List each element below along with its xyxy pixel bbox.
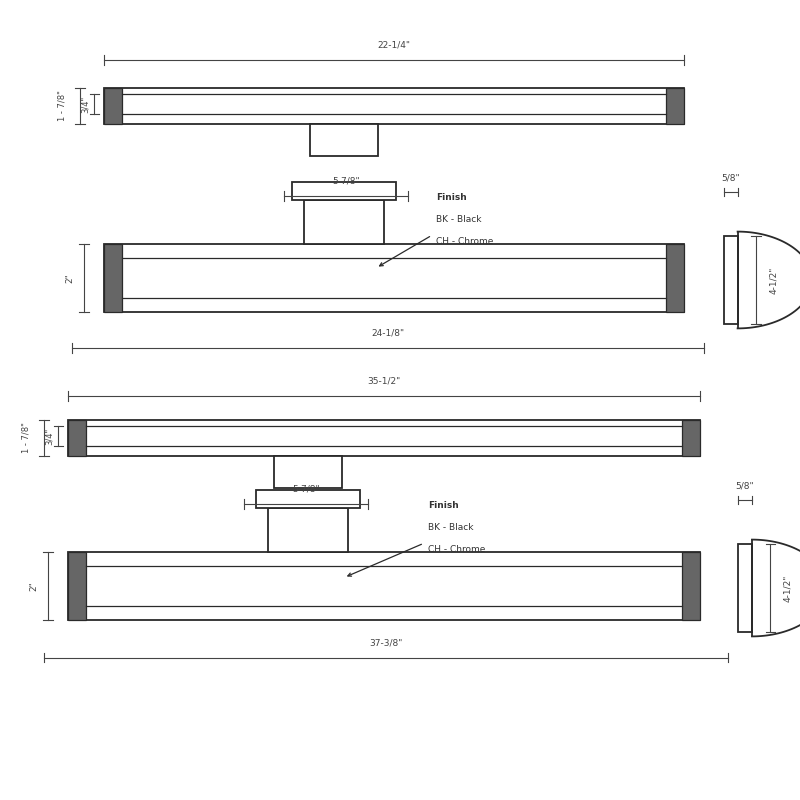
Text: 5/8": 5/8" xyxy=(722,174,740,182)
Bar xyxy=(268,508,348,552)
Text: 4-1/2": 4-1/2" xyxy=(783,574,793,602)
Bar xyxy=(104,88,122,124)
Text: 3/4": 3/4" xyxy=(44,427,54,445)
Bar xyxy=(304,200,384,244)
Text: 5-7/8": 5-7/8" xyxy=(292,485,320,494)
Text: 22-1/4": 22-1/4" xyxy=(378,41,410,50)
Bar xyxy=(68,552,700,620)
Text: 3/4": 3/4" xyxy=(80,95,90,113)
Bar xyxy=(310,124,378,156)
Bar xyxy=(292,182,396,200)
Text: CH - Chrome: CH - Chrome xyxy=(436,238,494,246)
Text: 5-7/8": 5-7/8" xyxy=(332,177,360,186)
Bar xyxy=(666,88,684,124)
Bar xyxy=(68,420,86,456)
Text: BK - Black: BK - Black xyxy=(436,215,482,224)
Bar xyxy=(682,552,700,620)
Bar xyxy=(104,244,122,312)
Bar xyxy=(104,244,684,312)
Text: CH - Chrome: CH - Chrome xyxy=(428,546,486,554)
Text: 2": 2" xyxy=(65,273,74,283)
Text: Finish: Finish xyxy=(436,193,466,202)
Text: 1 - 7/8": 1 - 7/8" xyxy=(58,90,67,122)
Text: Finish: Finish xyxy=(428,501,458,510)
Text: 5/8": 5/8" xyxy=(735,482,754,490)
Bar xyxy=(256,490,360,508)
Text: 24-1/8": 24-1/8" xyxy=(371,329,405,338)
Text: 4-1/2": 4-1/2" xyxy=(769,266,778,294)
Bar xyxy=(68,420,700,456)
Bar xyxy=(666,244,684,312)
Text: 35-1/2": 35-1/2" xyxy=(367,377,401,386)
Bar xyxy=(682,420,700,456)
Text: BK - Black: BK - Black xyxy=(428,523,474,532)
Text: 2": 2" xyxy=(29,581,38,591)
Text: 1 - 7/8": 1 - 7/8" xyxy=(22,422,31,454)
Bar xyxy=(738,544,752,632)
Bar xyxy=(724,236,738,324)
Text: 37-3/8": 37-3/8" xyxy=(370,638,402,647)
Bar xyxy=(68,552,86,620)
Bar xyxy=(104,88,684,124)
Bar xyxy=(274,456,342,488)
